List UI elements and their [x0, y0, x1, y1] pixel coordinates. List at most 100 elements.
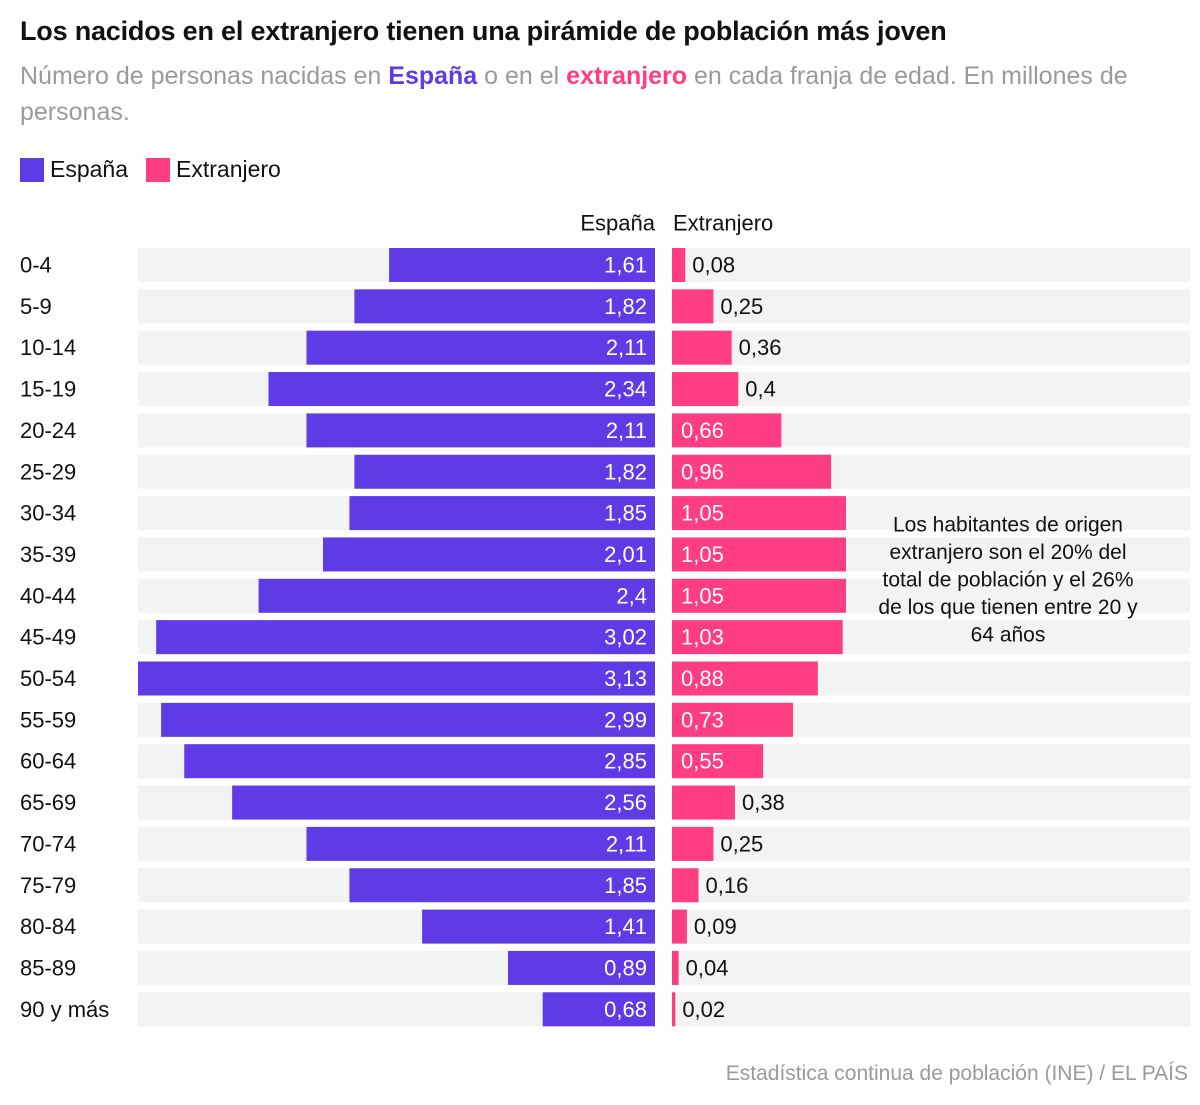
subtitle-text-mid: o en el — [477, 62, 567, 90]
track-extranjero — [672, 826, 1190, 861]
bar-espana — [156, 620, 656, 655]
track-extranjero — [672, 330, 1190, 365]
annotation-line: extranjero son el 20% del — [890, 541, 1127, 564]
bar-extranjero — [672, 496, 846, 531]
age-label: 20-24 — [20, 418, 76, 443]
value-label-espana: 1,61 — [604, 253, 647, 278]
value-label-extranjero: 0,96 — [681, 459, 724, 484]
value-label-extranjero: 0,36 — [739, 335, 782, 360]
bar-extranjero — [672, 454, 832, 489]
bar-extranjero — [672, 537, 846, 572]
age-label: 30-34 — [20, 501, 76, 526]
bar-espana — [138, 661, 655, 696]
age-label: 85-89 — [20, 955, 76, 980]
value-label-extranjero: 0,88 — [681, 666, 724, 691]
track-extranjero — [672, 785, 1190, 820]
chart-title: Los nacidos en el extranjero tienen una … — [20, 16, 947, 46]
annotation-line: total de población y el 26% — [882, 569, 1133, 592]
value-label-espana: 2,99 — [604, 707, 647, 732]
value-label-extranjero: 0,38 — [742, 790, 785, 815]
bar-espana — [507, 950, 655, 985]
value-label-espana: 1,85 — [604, 501, 647, 526]
value-label-espana: 3,02 — [604, 625, 647, 650]
legend: España Extranjero — [20, 156, 299, 183]
age-label: 0-4 — [20, 253, 52, 278]
value-label-espana: 1,82 — [604, 459, 647, 484]
bar-extranjero — [672, 248, 686, 282]
value-label-extranjero: 1,05 — [681, 542, 724, 567]
legend-label-espana: España — [50, 156, 129, 182]
value-label-espana: 0,68 — [604, 997, 647, 1022]
bar-espana — [258, 578, 655, 613]
value-label-extranjero: 0,73 — [681, 707, 724, 732]
bar-espana — [232, 785, 656, 820]
annotation-line: 64 años — [971, 624, 1046, 647]
age-label: 55-59 — [20, 707, 76, 732]
subtitle-extranjero-highlight: extranjero — [566, 62, 688, 90]
bar-extranjero — [672, 826, 714, 861]
legend-item-extranjero: Extranjero — [146, 156, 281, 183]
value-label-extranjero: 0,04 — [686, 955, 729, 980]
age-label: 50-54 — [20, 666, 76, 691]
bar-extranjero — [672, 413, 782, 448]
source-note: Estadística continua de población (INE) … — [725, 1062, 1188, 1085]
legend-label-extranjero: Extranjero — [176, 156, 281, 182]
value-label-extranjero: 1,03 — [681, 625, 724, 650]
age-label: 40-44 — [20, 583, 76, 608]
age-label: 35-39 — [20, 542, 76, 567]
bar-espana — [184, 744, 655, 779]
value-label-espana: 2,01 — [604, 542, 647, 567]
subtitle-espana-highlight: España — [388, 62, 478, 90]
value-label-espana: 0,89 — [604, 955, 647, 980]
value-label-espana: 2,56 — [604, 790, 647, 815]
age-label: 25-29 — [20, 459, 76, 484]
bar-extranjero — [672, 992, 676, 1027]
bar-espana — [349, 868, 655, 903]
value-label-extranjero: 1,05 — [681, 583, 724, 608]
age-label: 90 y más — [20, 997, 109, 1022]
age-label: 60-64 — [20, 749, 76, 774]
bar-extranjero — [672, 372, 739, 407]
bar-extranjero — [672, 661, 818, 696]
legend-swatch-espana — [20, 157, 44, 182]
subtitle-text-post: en cada franja de edad. En millones de p… — [20, 62, 1128, 126]
annotation-line: Los habitantes de origen — [893, 514, 1123, 537]
bar-espana — [354, 289, 655, 324]
value-label-espana: 1,82 — [604, 294, 647, 319]
column-header-extranjero: Extranjero — [673, 211, 773, 236]
value-label-extranjero: 0,02 — [682, 997, 725, 1022]
value-label-espana: 3,13 — [604, 666, 647, 691]
age-label: 75-79 — [20, 873, 76, 898]
value-label-extranjero: 0,09 — [694, 914, 737, 939]
age-label: 15-19 — [20, 377, 76, 402]
bar-extranjero — [672, 950, 679, 985]
age-label: 65-69 — [20, 790, 76, 815]
track-extranjero — [672, 950, 1190, 985]
bar-espana — [354, 454, 655, 489]
track-extranjero — [672, 909, 1190, 944]
value-label-espana: 2,11 — [606, 418, 647, 443]
track-extranjero — [672, 372, 1190, 407]
track-extranjero — [672, 992, 1190, 1027]
age-label: 5-9 — [20, 294, 52, 319]
value-label-espana: 2,11 — [606, 335, 647, 360]
bar-extranjero — [672, 289, 714, 324]
value-label-extranjero: 1,05 — [681, 501, 724, 526]
value-label-extranjero: 0,4 — [745, 377, 776, 402]
bar-espana — [322, 537, 655, 572]
legend-swatch-extranjero — [146, 157, 171, 182]
bar-extranjero — [672, 785, 735, 820]
bar-extranjero — [672, 620, 843, 655]
value-label-espana: 2,34 — [604, 377, 647, 402]
column-header-espana: España — [580, 211, 655, 236]
bar-espana — [306, 413, 655, 448]
population-pyramid-chart: España Extranjero 0-4 1,61 0,08 5-9 1,82 0,25 10… — [20, 211, 1190, 1027]
bar-espana — [306, 330, 655, 365]
annotation-line: de los que tienen entre 20 y — [878, 596, 1138, 619]
track-extranjero — [672, 248, 1190, 282]
value-label-extranjero: 0,16 — [706, 873, 749, 898]
age-label: 10-14 — [20, 335, 76, 360]
age-label: 70-74 — [20, 831, 76, 856]
value-label-extranjero: 0,08 — [692, 253, 735, 278]
bar-extranjero — [672, 702, 793, 737]
